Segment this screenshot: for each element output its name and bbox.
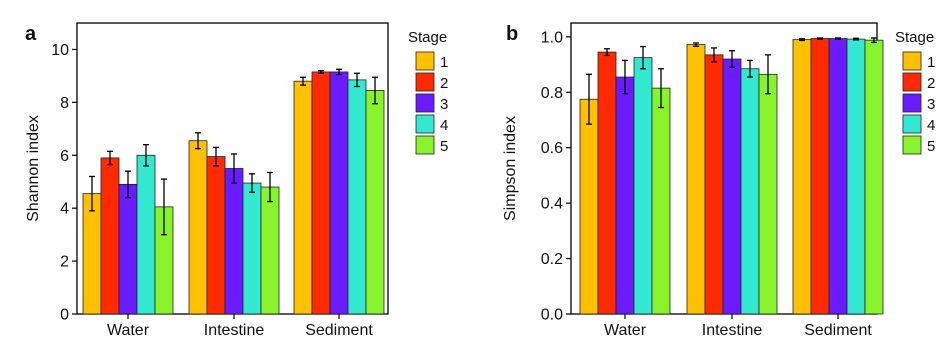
legend-label: 3 bbox=[440, 96, 448, 113]
legend-label: 4 bbox=[440, 117, 448, 134]
legend-swatch bbox=[902, 51, 922, 71]
y-tick-label: 2 bbox=[60, 254, 69, 271]
bar-water-stage-3 bbox=[615, 76, 635, 315]
x-tick-label: Intestine bbox=[204, 322, 265, 337]
y-axis-label: Simpson index bbox=[502, 116, 519, 221]
bar-intestine-stage-3 bbox=[224, 168, 244, 315]
bar-intestine-stage-1 bbox=[188, 140, 208, 315]
bar-water-stage-5 bbox=[651, 87, 671, 315]
y-axis-label: Shannon index bbox=[25, 115, 42, 222]
legend-swatch bbox=[415, 51, 435, 71]
legend-label: 5 bbox=[440, 138, 448, 155]
y-tick-label: 0 bbox=[60, 307, 69, 324]
y-tick-label: 8 bbox=[60, 95, 69, 112]
legend-label: 5 bbox=[927, 138, 935, 155]
bar-sediment-stage-2 bbox=[311, 71, 331, 315]
bar-sediment-stage-2 bbox=[810, 38, 830, 315]
bar-sediment-stage-5 bbox=[365, 90, 385, 315]
legend-swatch bbox=[902, 93, 922, 113]
bar-sediment-stage-3 bbox=[329, 71, 349, 315]
legend: Stage 1 2 3 4 5 bbox=[408, 29, 448, 155]
y-tick-label: 0.6 bbox=[541, 140, 563, 157]
x-tick-label: Sediment bbox=[305, 322, 373, 337]
bar-water-stage-1 bbox=[82, 193, 102, 315]
legend-title: Stage bbox=[408, 29, 447, 46]
x-tick-label: Water bbox=[107, 322, 150, 337]
chart-panel-b: b 0.0 0.2 0.4 0.6 0.8 1.0 Simpson index Water Int… bbox=[502, 22, 935, 339]
legend: Stage 1 2 3 4 5 bbox=[895, 29, 935, 155]
bar-intestine-stage-2 bbox=[206, 156, 226, 315]
bar-intestine-stage-1 bbox=[686, 44, 706, 315]
bar-water-stage-2 bbox=[100, 157, 120, 315]
bar-water-stage-2 bbox=[597, 51, 617, 315]
bar-sediment-stage-4 bbox=[347, 79, 367, 315]
bar-water-stage-1 bbox=[579, 98, 599, 315]
panel-label: a bbox=[25, 23, 37, 45]
x-tick-label: Sediment bbox=[804, 322, 872, 337]
y-tick-label: 4 bbox=[60, 201, 69, 218]
bar-water-stage-4 bbox=[633, 57, 653, 315]
bar-sediment-stage-4 bbox=[846, 38, 866, 315]
bar-intestine-stage-2 bbox=[704, 54, 724, 315]
legend-label: 4 bbox=[927, 117, 935, 134]
chart-panel-a: a 0 2 4 6 8 10 Shannon index Water Intestine Sedim… bbox=[25, 22, 448, 339]
legend-swatch bbox=[902, 135, 922, 155]
bar-intestine-stage-5 bbox=[260, 186, 280, 315]
bar-intestine-stage-4 bbox=[740, 68, 760, 315]
bar-intestine-stage-3 bbox=[722, 58, 742, 315]
legend-label: 2 bbox=[927, 75, 935, 92]
x-tick-label: Intestine bbox=[702, 322, 763, 337]
y-tick-label: 0.8 bbox=[541, 85, 563, 102]
y-tick-label: 10 bbox=[51, 42, 69, 59]
legend-label: 2 bbox=[440, 75, 448, 92]
bar-water-stage-3 bbox=[118, 183, 138, 315]
legend-swatch bbox=[902, 114, 922, 134]
legend-label: 3 bbox=[927, 96, 935, 113]
y-tick-label: 0.4 bbox=[541, 196, 563, 213]
x-tick-label: Water bbox=[604, 322, 647, 337]
legend-swatch bbox=[415, 72, 435, 92]
bar-intestine-stage-4 bbox=[242, 182, 262, 315]
legend-label: 1 bbox=[927, 54, 935, 71]
y-tick-label: 0.0 bbox=[541, 307, 563, 324]
y-tick-label: 0.2 bbox=[541, 251, 563, 268]
y-tick-label: 6 bbox=[60, 148, 69, 165]
legend-title: Stage bbox=[895, 29, 934, 46]
bar-water-stage-4 bbox=[136, 154, 156, 315]
y-tick-label: 1.0 bbox=[541, 29, 563, 46]
legend-swatch bbox=[902, 72, 922, 92]
legend-swatch bbox=[415, 135, 435, 155]
legend-swatch bbox=[415, 114, 435, 134]
bar-intestine-stage-5 bbox=[758, 73, 778, 315]
bar-sediment-stage-5 bbox=[864, 39, 884, 315]
bar-sediment-stage-3 bbox=[828, 38, 848, 315]
bar-sediment-stage-1 bbox=[293, 80, 313, 315]
bar-sediment-stage-1 bbox=[792, 39, 812, 315]
legend-label: 1 bbox=[440, 54, 448, 71]
panel-label: b bbox=[506, 23, 518, 45]
legend-swatch bbox=[415, 93, 435, 113]
